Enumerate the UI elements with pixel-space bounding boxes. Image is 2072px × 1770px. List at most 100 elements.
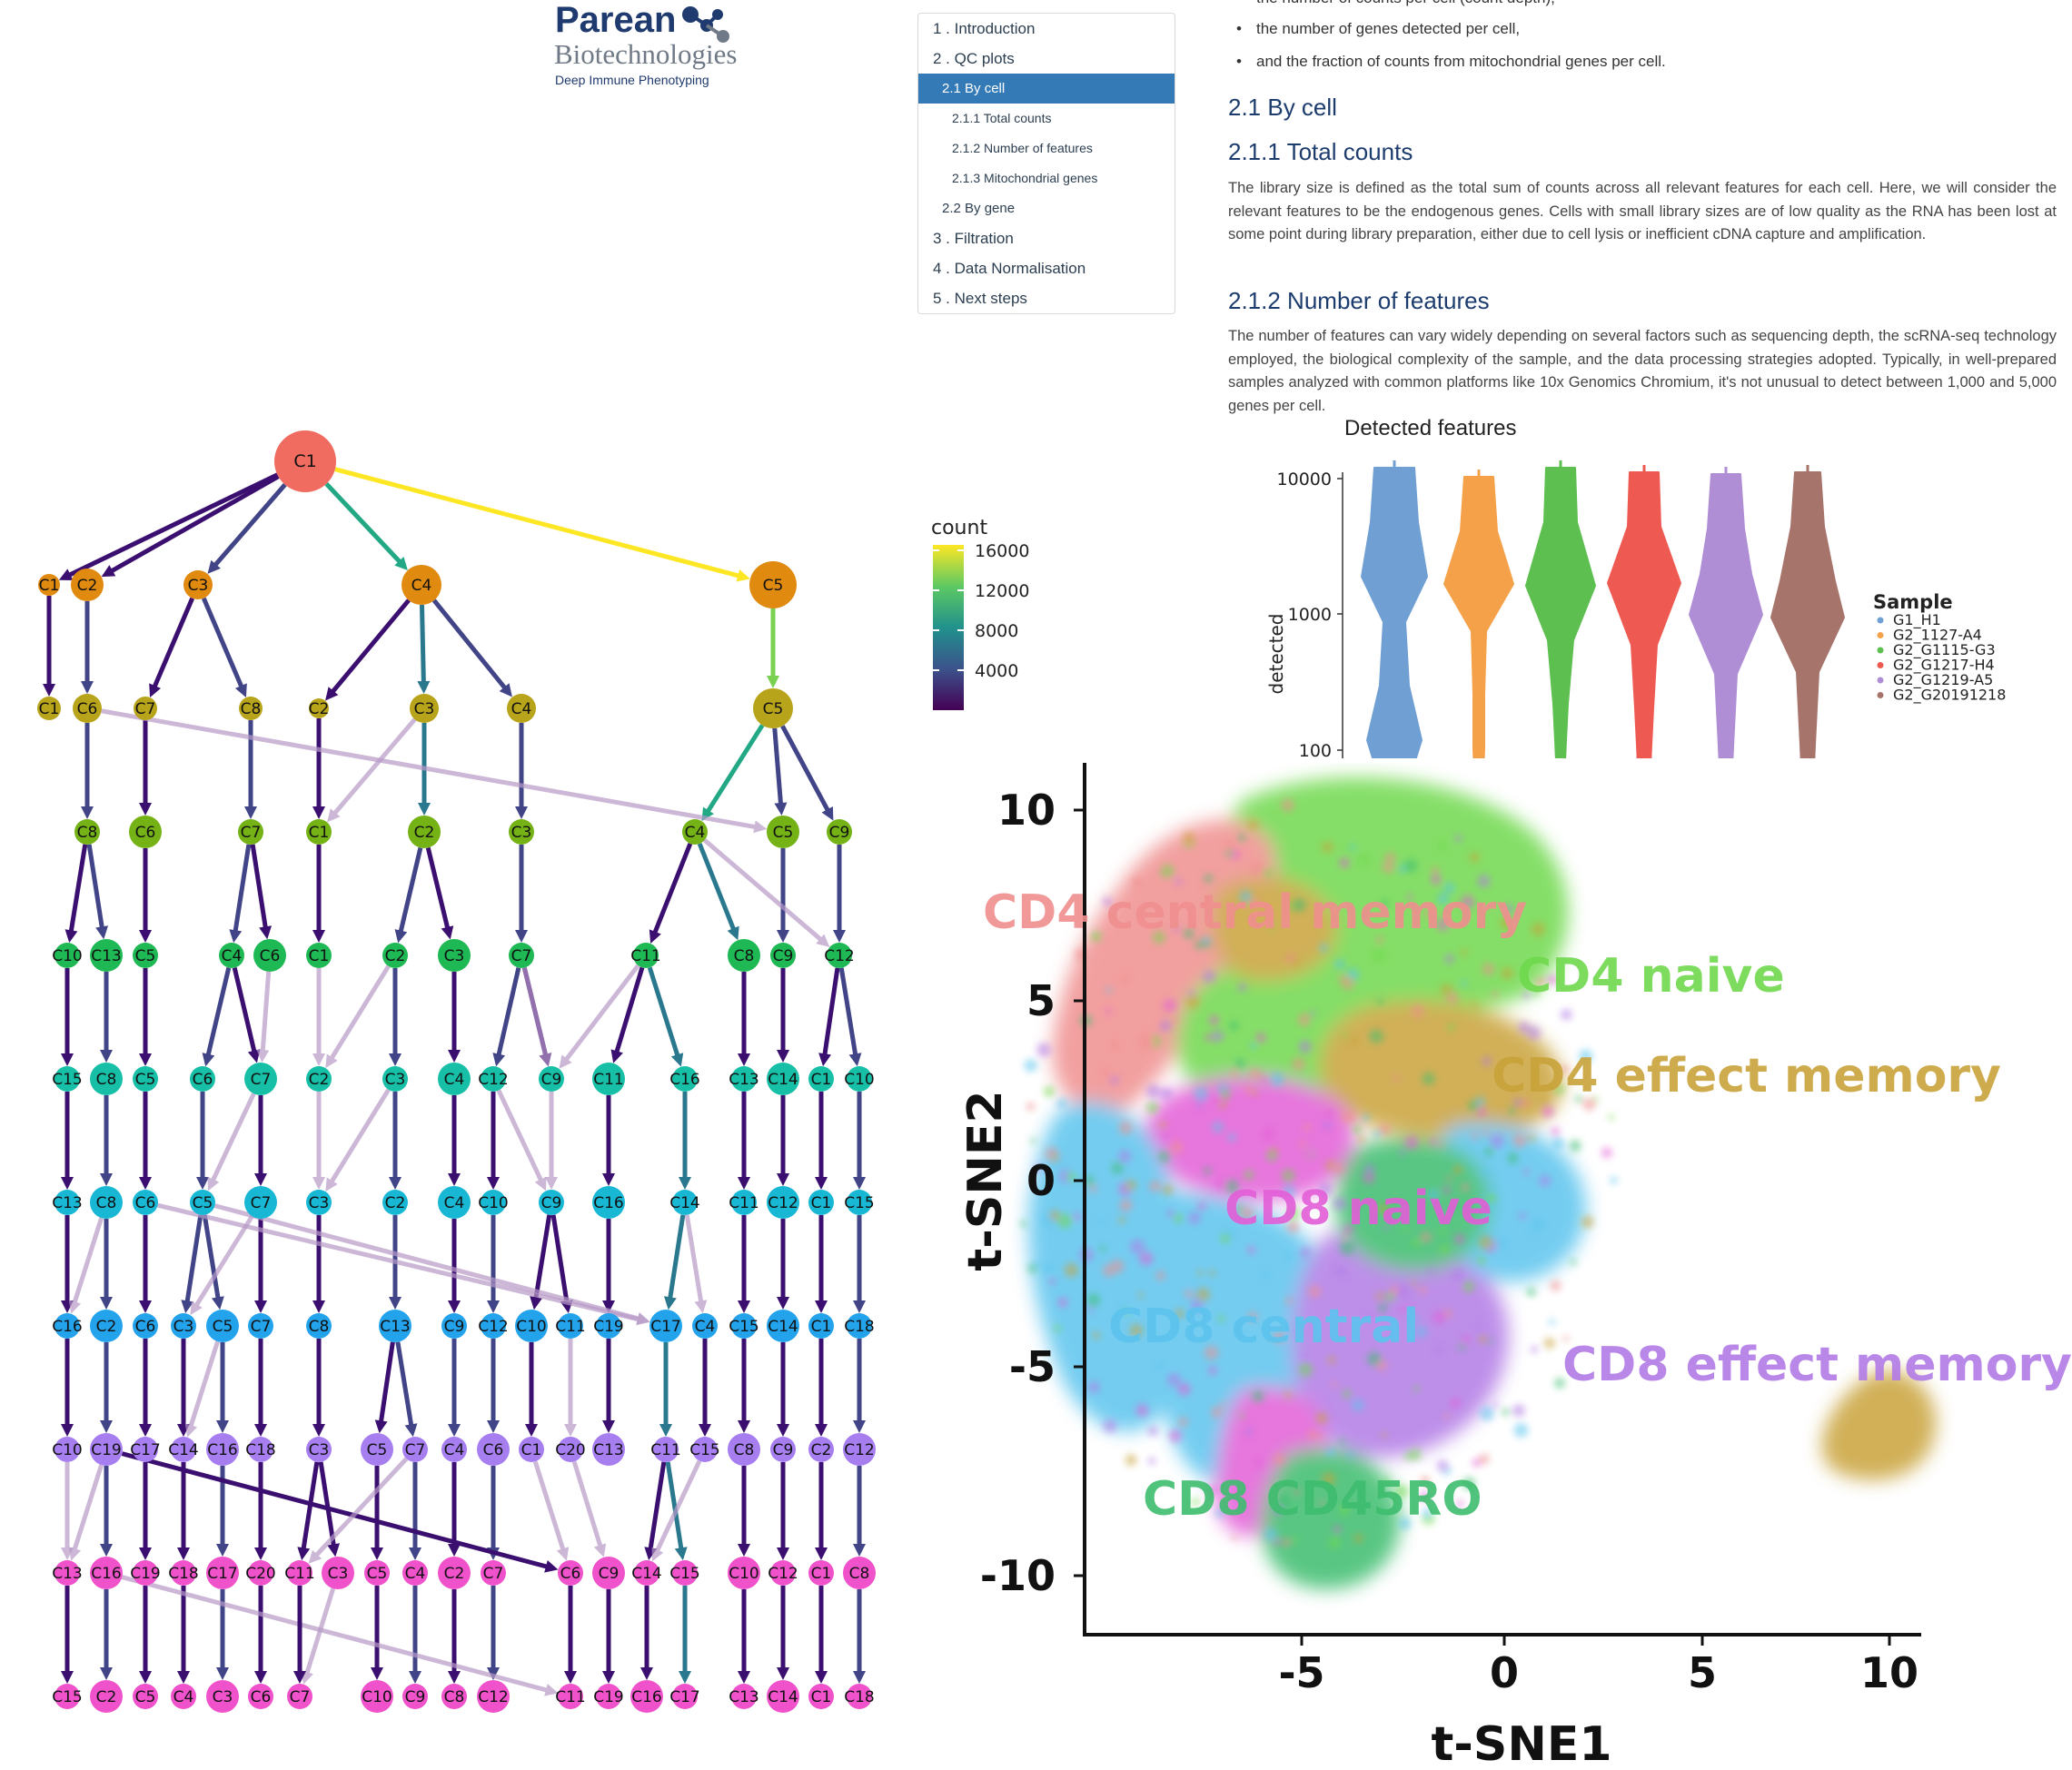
clustree-edge [853,1589,866,1684]
clustree-node: C1 [808,1066,834,1092]
tsne-x-tick: 0 [1490,1648,1519,1697]
clustree-edge [254,1462,267,1560]
toc-item-next-steps[interactable]: 5 . Next steps [933,290,1027,307]
clustree-edge [487,1339,500,1433]
clustree-node-label: C9 [541,1194,562,1212]
toc-item-introduction[interactable]: 1 . Introduction [933,20,1036,37]
tsne-y-tick: -5 [1009,1342,1056,1391]
clustree-node: C20 [555,1437,586,1462]
toc-item-by-gene[interactable]: 2.2 By gene [942,201,1016,216]
clustree-node: C3 [410,694,439,723]
violin-g2-1127-a4 [1443,470,1514,758]
clustree-node-label: C8 [444,1688,465,1706]
logo-wordmark: Parean [555,0,677,40]
table-of-contents: 1 . Introduction 2 . QC plots 2.1 By cel… [917,13,1175,314]
clustree-node: C10 [52,1437,83,1462]
violin-y-tick: 10000 [1277,470,1332,489]
clustree-node-label: C3 [511,824,532,842]
toc-item-number-of-features[interactable]: 2.1.2 Number of features [952,141,1093,155]
clustree-node-label: C9 [541,1071,562,1089]
clustree-edge [250,844,273,940]
clustree-edge [312,1092,325,1190]
clustree-edge [448,1339,461,1437]
clustree-node: C3 [382,1066,408,1092]
violin-legend-item: G1_H1 [1877,611,1941,629]
clustree-node: C12 [843,1433,876,1466]
toc-item-qc-plots[interactable]: 2 . QC plots [933,50,1015,67]
toc-item-total-counts[interactable]: 2.1.1 Total counts [952,111,1052,125]
clustree-node: C1 [808,1684,834,1709]
clustree-node-label: C6 [77,700,98,718]
clustree-edge [815,1462,828,1560]
clustree-node-label: C17 [669,1688,700,1706]
clustree-edge [371,1466,383,1560]
clustree-node: C8 [90,1063,123,1095]
clustree-edge [100,1589,113,1680]
violin-y-tick: 100 [1299,741,1332,758]
tsne-cluster-region [1261,1447,1401,1589]
toc-item-filtration[interactable]: 3 . Filtration [933,230,1014,247]
tsne-y-tick: 10 [997,786,1056,835]
clustree-edge [325,964,391,1069]
clustree-node-label: C9 [405,1688,426,1706]
clustree-edge [312,968,325,1066]
clustree-edge [190,1214,254,1316]
clustree-node: C2 [306,1066,332,1092]
svg-text:G2_G1219-A5: G2_G1219-A5 [1893,671,1993,689]
clustree-node-label: C13 [380,1318,411,1336]
toc-item-data-normalisation[interactable]: 4 . Data Normalisation [933,260,1086,277]
clustree-edge [395,1341,418,1438]
clustree-node-label: C5 [213,1318,233,1336]
clustree-node: C14 [631,1560,662,1586]
clustree-node-label: C3 [385,1071,406,1089]
clustree-node-label: C17 [650,1318,681,1336]
clustree-node: C8 [90,1186,123,1219]
bullet-count-depth: the number of counts per cell (count dep… [1236,0,1555,7]
clustree-edge [431,598,512,697]
clustree-edge [853,1092,866,1190]
clustree-node: C7 [238,819,263,845]
clustree-node: C9 [592,1557,625,1589]
clustree-node-label: C12 [824,947,855,965]
clustree-node-label: C5 [367,1565,388,1583]
clustree-node-label: C2 [309,1071,330,1089]
clustree-node: C8 [306,1313,332,1339]
clustree-edge [409,1462,421,1560]
toc-item-by-cell[interactable]: 2.1 By cell [918,74,1175,104]
violin-chart-title: Detected features [1344,416,1517,440]
clustree-node: C2 [382,943,408,968]
company-logo: Parean Biotechnologies Deep Immune Pheno… [545,0,754,91]
clustree-node-label: C1 [39,700,60,718]
violin-chart: 10000 1000 100 detected SampleG1_H1G2_1127-A… [1265,460,2006,758]
clustree-node-label: C13 [52,1194,83,1212]
clustree-edge [312,718,325,819]
clustree-node: C16 [52,1313,83,1339]
clustree-node: C20 [245,1560,276,1586]
clustree-node-label: C8 [241,700,262,718]
clustree-node: C4 [438,1186,471,1219]
clustree-edge [777,968,789,1063]
clustree-node-label: C8 [734,1441,755,1459]
clustree-node-label: C12 [478,1071,509,1089]
clustree-edge [139,1462,152,1560]
clustree-node-label: C10 [52,947,83,965]
clustree-edge [256,971,272,1063]
clustree-node-label: C6 [193,1071,213,1089]
clustree-node-label: C12 [844,1441,875,1459]
toc-item-mitochondrial-genes[interactable]: 2.1.3 Mitochondrial genes [952,171,1098,185]
clustree-node-label: C2 [77,577,98,595]
tsne-cluster-label: CD8 naive [1224,1182,1492,1236]
clustree-edge [139,1215,152,1313]
violin-g2-g1115-g3 [1525,460,1596,758]
clustree-edge [202,1214,224,1310]
clustree-node: C10 [361,1680,393,1713]
clustree-node: C13 [729,1684,759,1709]
tsne-x-label: t-SNE1 [1431,1717,1611,1770]
clustree-node: C10 [52,943,83,968]
clustree-edge [374,1341,395,1434]
tsne-cluster-label: CD4 effect memory [1492,1049,2001,1103]
clustree-node-label: C3 [188,577,209,595]
clustree-node-label: C12 [478,1318,509,1336]
clustree-edge [389,1092,402,1190]
clustree-edge [207,483,287,574]
